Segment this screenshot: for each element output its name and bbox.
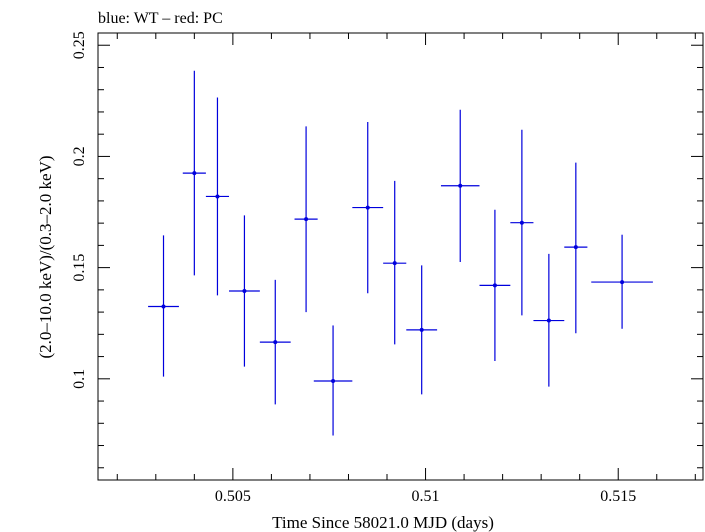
x-tick-label: 0.515 xyxy=(600,488,636,505)
point-marker xyxy=(573,245,578,250)
data-point xyxy=(148,235,179,377)
point-marker xyxy=(492,283,497,288)
y-tick-label: 0.25 xyxy=(71,31,88,59)
point-marker xyxy=(519,220,524,225)
plot-frame xyxy=(97,32,704,481)
point-marker xyxy=(392,261,397,266)
data-point xyxy=(479,209,511,362)
y-axis-ticks: 0.1 0.15 0.2 0.25 xyxy=(71,31,703,469)
x-tick-label: 0.505 xyxy=(215,488,251,505)
point-marker xyxy=(620,280,625,285)
y-axis-title: (2.0–10.0 keV)/(0.3–2.0 keV) xyxy=(36,155,55,358)
point-marker xyxy=(458,183,463,188)
data-points xyxy=(148,70,653,436)
y-tick-label: 0.2 xyxy=(71,146,88,166)
data-point xyxy=(591,234,653,329)
y-tick-label: 0.15 xyxy=(71,254,88,282)
x-axis-title: Time Since 58021.0 MJD (days) xyxy=(272,513,494,532)
point-marker xyxy=(365,205,370,210)
x-axis-ticks: 0.505 0.51 0.515 xyxy=(116,33,696,505)
data-point xyxy=(564,162,588,334)
point-marker xyxy=(215,194,220,199)
data-point xyxy=(313,325,353,436)
data-point xyxy=(229,215,260,367)
point-marker xyxy=(419,327,424,332)
point-marker xyxy=(161,304,166,309)
y-tick-label: 0.1 xyxy=(71,369,88,389)
data-point xyxy=(182,70,206,276)
data-point xyxy=(259,279,291,405)
point-marker xyxy=(304,217,309,222)
x-tick-label: 0.51 xyxy=(412,488,440,505)
data-point xyxy=(383,180,407,345)
point-marker xyxy=(331,379,336,384)
point-marker xyxy=(546,318,551,323)
data-point xyxy=(406,265,438,395)
data-point xyxy=(352,121,384,294)
data-point xyxy=(440,109,480,263)
data-point xyxy=(510,129,534,316)
data-point xyxy=(205,97,230,296)
point-marker xyxy=(273,340,278,345)
data-point xyxy=(533,253,565,387)
point-marker xyxy=(242,288,247,293)
point-marker xyxy=(192,171,197,176)
data-point xyxy=(294,126,318,313)
chart-title: blue: WT – red: PC xyxy=(98,10,223,27)
